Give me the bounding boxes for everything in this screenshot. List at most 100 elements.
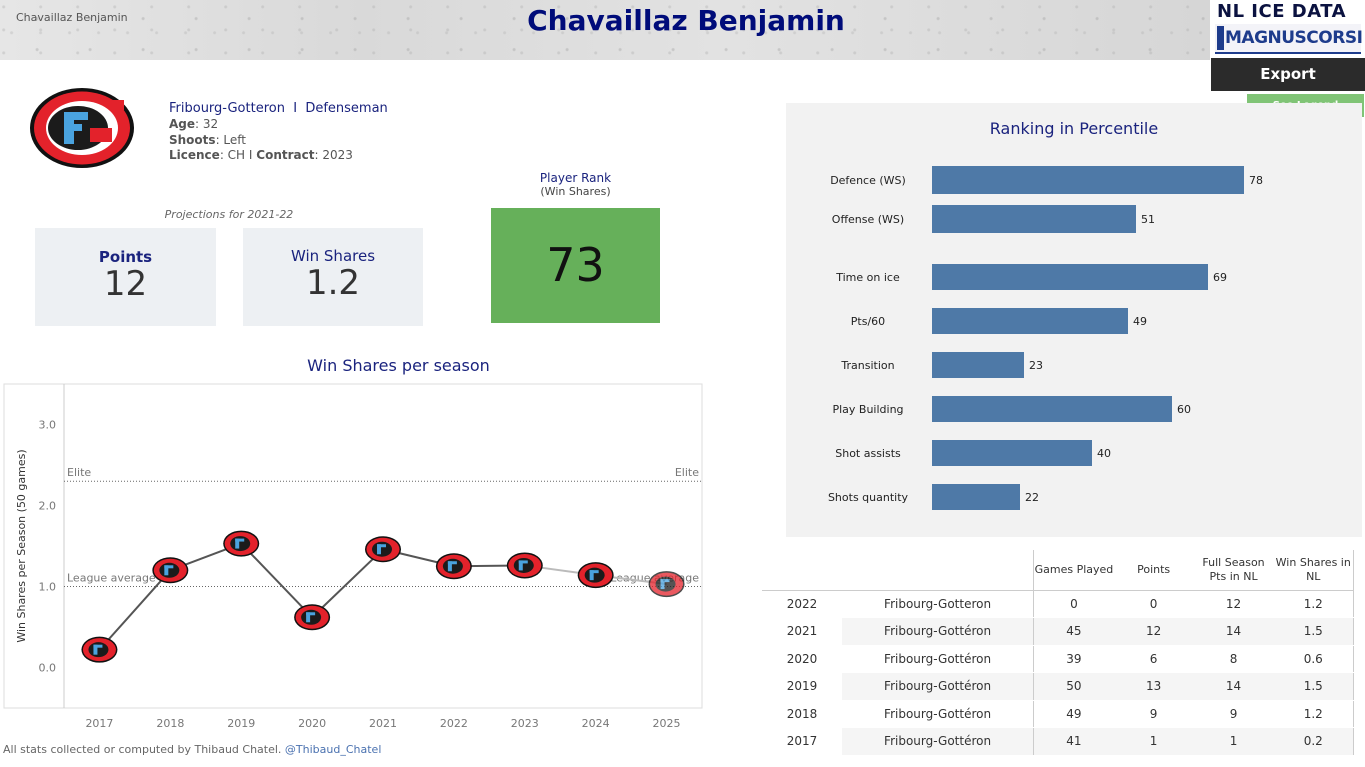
cell-full-season: 14 <box>1193 617 1274 646</box>
ranking-bar[interactable] <box>932 205 1136 233</box>
ws-x-tick-label: 2017 <box>85 717 113 730</box>
ranking-value-label: 69 <box>1213 271 1227 284</box>
ranking-category-label: Shot assists <box>835 447 901 460</box>
player-rank-subtitle: (Win Shares) <box>540 185 611 198</box>
table-header-row: Games Played Points Full Season Pts in N… <box>762 550 1354 590</box>
cell-year: 2020 <box>762 645 842 673</box>
ranking-value-label: 51 <box>1141 213 1155 226</box>
cell-year: 2022 <box>762 589 842 618</box>
brand-line-2-box: MAGNUSCORSI <box>1215 24 1363 54</box>
ranking-bar-chart: Defence (WS) 78 Offense (WS) 51 Time on ice 6… <box>828 166 1263 510</box>
ws-point-logo-icon[interactable] <box>152 557 189 584</box>
ws-point-letter-bar <box>589 570 599 574</box>
ws-x-tick-label: 2024 <box>582 717 610 730</box>
ranking-value-label: 78 <box>1249 174 1263 187</box>
ranking-bar[interactable] <box>932 166 1244 194</box>
table-row[interactable]: 2020 Fribourg-Gottéron 39 6 8 0.6 <box>762 645 1354 673</box>
table-row[interactable]: 2019 Fribourg-Gottéron 50 13 14 1.5 <box>762 672 1354 701</box>
ws-line-segment <box>311 548 384 619</box>
col-header-points[interactable]: Points <box>1137 562 1171 576</box>
ranking-value-label: 60 <box>1177 403 1191 416</box>
table-row[interactable]: 2018 Fribourg-Gottéron 49 9 9 1.2 <box>762 700 1354 728</box>
ws-point-logo-icon[interactable] <box>365 536 401 563</box>
cell-points: 13 <box>1113 672 1194 701</box>
brand-line-2: MAGNUSCORSI <box>1225 28 1363 48</box>
ranking-category-label: Offense (WS) <box>832 213 904 226</box>
ws-point-letter-bar <box>660 579 670 583</box>
ws-y-tick-label: 0.0 <box>39 662 57 675</box>
twitter-handle-link[interactable]: @Thibaud_Chatel <box>284 743 382 756</box>
col-header-full-season[interactable]: Full Season Pts in NL <box>1202 555 1265 583</box>
ranking-bar[interactable] <box>932 484 1020 510</box>
win-shares-label: Win Shares <box>290 247 376 265</box>
brand-logo[interactable]: NL ICE DATA MAGNUSCORSI <box>1211 0 1365 58</box>
table-row[interactable]: 2022 Fribourg-Gotteron 0 0 12 1.2 <box>762 589 1354 618</box>
cell-year: 2018 <box>762 700 842 728</box>
ws-ref-label-left: League average <box>67 572 156 585</box>
contract-value: 2023 <box>322 148 353 162</box>
col-header-games[interactable]: Games Played <box>1034 562 1114 576</box>
page-title: Chavaillaz Benjamin <box>527 4 845 37</box>
cell-win-shares: 0.6 <box>1273 645 1354 673</box>
win-shares-card: Win Shares 1.2 <box>243 228 423 326</box>
ws-point-letter-bar <box>93 644 103 648</box>
ranking-bar[interactable] <box>932 264 1208 290</box>
player-rank-title: Player Rank <box>539 171 612 185</box>
ws-y-tick-label: 2.0 <box>39 500 57 513</box>
ws-x-tick-label: 2022 <box>440 717 468 730</box>
ws-point-letter-bar <box>447 561 457 565</box>
cell-team: Fribourg-Gottéron <box>841 672 1035 701</box>
cell-team: Fribourg-Gottéron <box>841 727 1035 756</box>
ranking-bar[interactable] <box>932 308 1128 334</box>
ranking-category-label: Pts/60 <box>851 315 885 328</box>
export-button[interactable]: Export <box>1211 58 1365 91</box>
ranking-category-label: Defence (WS) <box>830 174 906 187</box>
cell-points: 0 <box>1113 589 1194 618</box>
ranking-bar[interactable] <box>932 352 1024 378</box>
ws-point-logo-icon[interactable] <box>648 571 685 598</box>
season-stats-table: Games Played Points Full Season Pts in N… <box>762 550 1354 756</box>
ws-point-core <box>513 557 534 573</box>
ws-y-tick-label: 1.0 <box>39 581 57 594</box>
ws-point-core <box>159 562 180 578</box>
cell-games: 39 <box>1033 645 1114 673</box>
cell-full-season: 8 <box>1193 645 1274 673</box>
ws-line-segment <box>98 569 172 651</box>
ws-point-logo-icon[interactable] <box>294 604 331 631</box>
breadcrumb[interactable]: Chavaillaz Benjamin <box>16 11 128 24</box>
ranking-bar[interactable] <box>932 396 1172 422</box>
ws-point-letter <box>235 538 240 549</box>
footer: All stats collected or computed by Thiba… <box>3 743 381 756</box>
cell-games: 45 <box>1033 617 1114 646</box>
ws-point-core <box>584 567 605 583</box>
cell-full-season: 14 <box>1193 672 1274 701</box>
cell-games: 41 <box>1033 727 1114 756</box>
ws-point-letter <box>518 560 523 571</box>
ranking-bar[interactable] <box>932 440 1092 466</box>
points-value: 12 <box>103 264 148 304</box>
cell-team: Fribourg-Gottéron <box>841 645 1035 673</box>
ws-point-letter <box>377 544 381 555</box>
licence-label: Licence <box>169 148 220 162</box>
ws-point-letter-bar <box>164 565 174 569</box>
team-name[interactable]: Fribourg-Gotteron <box>169 101 285 116</box>
ws-point-logo-icon[interactable] <box>506 552 543 579</box>
cell-points: 12 <box>1113 617 1194 646</box>
cell-games: 50 <box>1033 672 1114 701</box>
table-row[interactable]: 2017 Fribourg-Gottéron 41 1 1 0.2 <box>762 727 1354 756</box>
ws-x-tick-label: 2025 <box>653 717 681 730</box>
ws-point-logo-icon[interactable] <box>435 553 472 580</box>
cell-full-season: 9 <box>1193 700 1274 728</box>
col-header-ws[interactable]: Win Shares in NL <box>1273 550 1354 590</box>
table-row[interactable]: 2021 Fribourg-Gottéron 45 12 14 1.5 <box>762 617 1354 646</box>
shoots-line: Shoots: Left <box>169 132 246 147</box>
player-rank-label: Player Rank (Win Shares) <box>491 171 660 199</box>
ws-point-letter <box>164 565 169 576</box>
cell-team: Fribourg-Gotteron <box>841 589 1035 618</box>
ws-point-logo-icon[interactable] <box>81 636 118 663</box>
ws-point-logo-icon[interactable] <box>223 530 260 557</box>
ws-plot-frame <box>3 383 703 709</box>
ranking-value-label: 40 <box>1097 447 1111 460</box>
ws-point-logo-icon[interactable] <box>577 562 614 589</box>
